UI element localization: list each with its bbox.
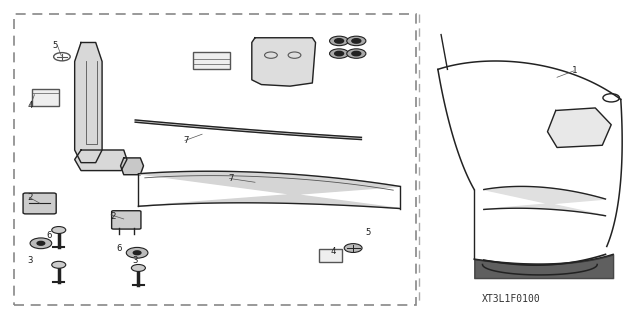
Circle shape [344, 244, 362, 252]
Circle shape [352, 51, 361, 56]
FancyBboxPatch shape [111, 211, 141, 229]
Polygon shape [135, 120, 362, 140]
Polygon shape [120, 158, 143, 175]
Text: 3: 3 [28, 256, 33, 265]
Text: 6: 6 [116, 243, 122, 253]
Circle shape [335, 39, 344, 43]
Circle shape [52, 261, 66, 268]
Polygon shape [138, 171, 399, 209]
Circle shape [126, 248, 148, 258]
Circle shape [30, 238, 52, 249]
Text: 7: 7 [228, 174, 234, 183]
Text: 4: 4 [28, 101, 33, 110]
Bar [32, 89, 59, 106]
Text: XT3L1F0100: XT3L1F0100 [482, 293, 541, 304]
Text: 5: 5 [53, 41, 58, 50]
Circle shape [330, 36, 349, 46]
Circle shape [37, 241, 45, 245]
Polygon shape [547, 108, 611, 147]
Circle shape [133, 251, 141, 255]
Text: 2: 2 [110, 212, 116, 221]
Polygon shape [484, 186, 605, 216]
Text: 7: 7 [184, 136, 189, 145]
Bar [193, 52, 230, 69]
Text: 3: 3 [132, 256, 138, 265]
Circle shape [347, 36, 366, 46]
Polygon shape [252, 38, 316, 86]
Text: 2: 2 [28, 193, 33, 202]
Circle shape [352, 39, 361, 43]
FancyBboxPatch shape [23, 193, 56, 214]
Polygon shape [75, 42, 102, 163]
Circle shape [347, 49, 366, 58]
Text: 5: 5 [365, 228, 371, 237]
Circle shape [131, 264, 145, 271]
Circle shape [52, 226, 66, 234]
Bar [14, 14, 415, 305]
Polygon shape [75, 150, 127, 171]
Text: 1: 1 [572, 66, 577, 76]
Circle shape [330, 49, 349, 58]
Circle shape [335, 51, 344, 56]
Bar [319, 249, 342, 262]
Text: 4: 4 [330, 247, 335, 256]
Text: 6: 6 [47, 231, 52, 240]
